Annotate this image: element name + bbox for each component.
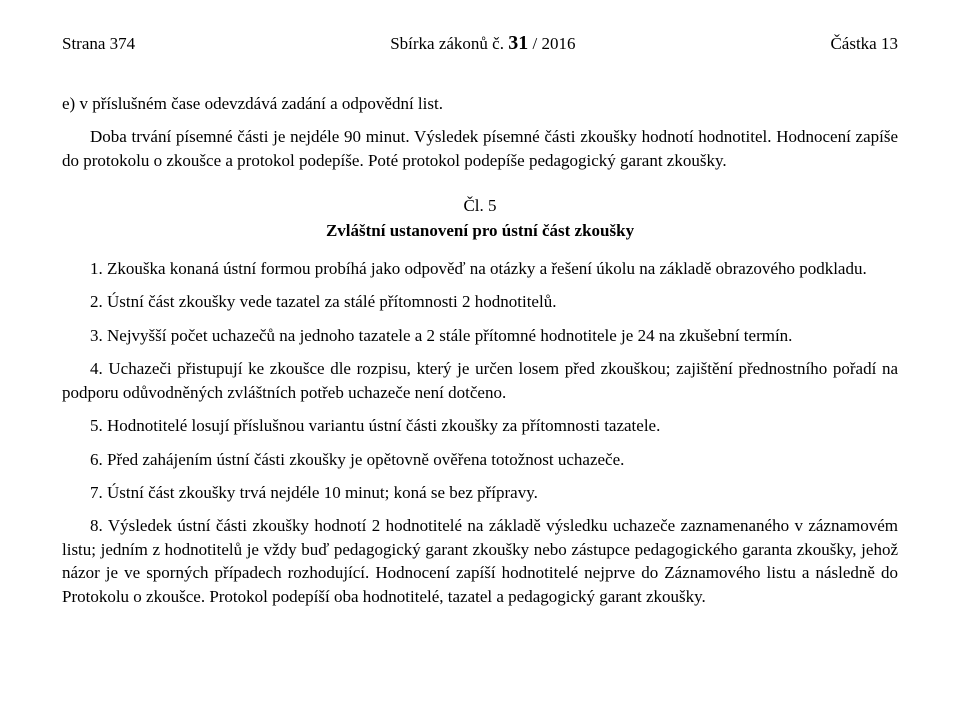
numbered-item-8: 8. Výsledek ústní části zkoušky hodnotí … bbox=[62, 514, 898, 608]
numbered-item-7: 7. Ústní část zkoušky trvá nejdéle 10 mi… bbox=[62, 481, 898, 504]
numbered-item-2: 2. Ústní část zkoušky vede tazatel za st… bbox=[62, 290, 898, 313]
numbered-item-4: 4. Uchazeči přistupují ke zkoušce dle ro… bbox=[62, 357, 898, 404]
header-center-prefix: Sbírka zákonů č. bbox=[390, 34, 508, 53]
header-center: Sbírka zákonů č. 31 / 2016 bbox=[390, 30, 575, 58]
numbered-item-1: 1. Zkouška konaná ústní formou probíhá j… bbox=[62, 257, 898, 280]
header-right: Částka 13 bbox=[830, 32, 898, 55]
header-center-suffix: / 2016 bbox=[528, 34, 575, 53]
numbered-item-5: 5. Hodnotitelé losují příslušnou variant… bbox=[62, 414, 898, 437]
numbered-item-3: 3. Nejvyšší počet uchazečů na jednoho ta… bbox=[62, 324, 898, 347]
article-number: Čl. 5 bbox=[62, 194, 898, 217]
page-header: Strana 374 Sbírka zákonů č. 31 / 2016 Čá… bbox=[62, 30, 898, 58]
intro-paragraph: Doba trvání písemné části je nejdéle 90 … bbox=[62, 125, 898, 172]
numbered-item-6: 6. Před zahájením ústní části zkoušky je… bbox=[62, 448, 898, 471]
list-item-e: e) v příslušném čase odevzdává zadání a … bbox=[62, 92, 898, 115]
header-left: Strana 374 bbox=[62, 32, 135, 55]
header-center-bold: 31 bbox=[508, 32, 528, 54]
article-title: Zvláštní ustanovení pro ústní část zkouš… bbox=[62, 219, 898, 242]
